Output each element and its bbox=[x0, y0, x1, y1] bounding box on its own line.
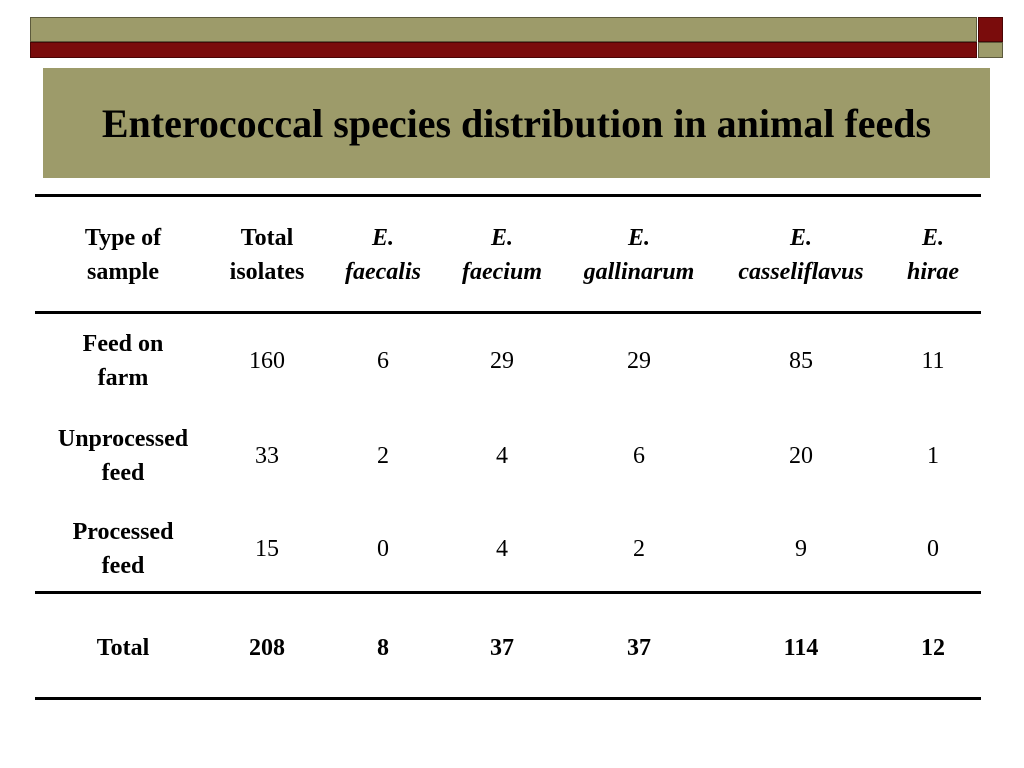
header-faecalis: E. faecalis bbox=[345, 225, 421, 285]
cell-faecalis: 2 bbox=[377, 442, 389, 469]
row-label: Feed on farm bbox=[82, 331, 164, 391]
total-cell-hirae: 12 bbox=[921, 634, 945, 661]
header-type-of-sample: Type of sample bbox=[84, 225, 162, 285]
total-top-rule bbox=[35, 591, 981, 594]
cell-hirae: 11 bbox=[921, 348, 945, 374]
total-cell-casseliflavus: 114 bbox=[783, 634, 819, 661]
decorative-olive-bar bbox=[30, 17, 977, 42]
header-gallinarum: E. gallinarum bbox=[583, 225, 695, 285]
cell-total: 160 bbox=[249, 348, 285, 374]
table-bottom-rule bbox=[35, 697, 981, 700]
cell-faecium: 4 bbox=[496, 535, 508, 562]
cell-hirae: 0 bbox=[927, 535, 939, 562]
header-row: Type of sample Total isolates E. faecalis E… bbox=[35, 197, 981, 313]
cell-gallinarum: 29 bbox=[627, 348, 651, 374]
row-label: Processed feed bbox=[72, 518, 174, 579]
total-cell-faecalis: 8 bbox=[377, 634, 389, 661]
table-row: Feed on farm 160 6 29 29 85 11 bbox=[35, 313, 981, 409]
decorative-red-bar bbox=[30, 42, 977, 58]
table-top-rule bbox=[35, 194, 981, 197]
total-label: Total bbox=[96, 634, 150, 661]
cell-casseliflavus: 85 bbox=[789, 348, 813, 374]
species-distribution-table: Type of sample Total isolates E. faecalis E… bbox=[35, 197, 981, 700]
cell-total: 15 bbox=[255, 535, 279, 562]
cell-hirae: 1 bbox=[927, 442, 939, 469]
cell-gallinarum: 6 bbox=[633, 442, 645, 469]
total-cell-gallinarum: 37 bbox=[627, 634, 651, 661]
decorative-red-square bbox=[978, 17, 1003, 42]
cell-faecium: 4 bbox=[496, 442, 508, 469]
cell-faecalis: 0 bbox=[377, 535, 389, 562]
table-row: Processed feed 15 0 4 2 9 0 bbox=[35, 502, 981, 595]
cell-gallinarum: 2 bbox=[633, 535, 645, 562]
slide-title: Enterococcal species distribution in ani… bbox=[101, 100, 932, 146]
total-cell-faecium: 37 bbox=[490, 634, 514, 661]
cell-total: 33 bbox=[255, 442, 279, 469]
total-row: Total 208 8 37 37 114 12 bbox=[35, 595, 981, 700]
header-casseliflavus: E. casseliflavus bbox=[738, 225, 864, 285]
table-row: Unprocessed feed 33 2 4 6 20 1 bbox=[35, 409, 981, 502]
cell-casseliflavus: 9 bbox=[795, 535, 807, 562]
header-total-isolates: Total isolates bbox=[229, 225, 305, 285]
total-cell-total: 208 bbox=[249, 634, 285, 661]
cell-casseliflavus: 20 bbox=[789, 442, 813, 469]
cell-faecalis: 6 bbox=[377, 348, 389, 374]
header-hirae: E. hirae bbox=[906, 225, 959, 285]
header-bottom-rule bbox=[35, 311, 981, 314]
cell-faecium: 29 bbox=[490, 348, 514, 374]
header-faecium: E. faecium bbox=[462, 225, 542, 285]
row-label: Unprocessed feed bbox=[57, 425, 189, 486]
decorative-olive-square bbox=[978, 42, 1003, 58]
title-banner: Enterococcal species distribution in ani… bbox=[43, 68, 990, 178]
